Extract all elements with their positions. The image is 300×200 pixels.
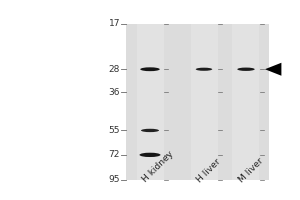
Text: 28: 28	[109, 65, 120, 74]
Ellipse shape	[237, 68, 255, 71]
Ellipse shape	[140, 153, 160, 157]
Ellipse shape	[140, 67, 160, 71]
FancyBboxPatch shape	[136, 24, 164, 180]
Text: H kidney: H kidney	[141, 149, 175, 184]
Text: 95: 95	[109, 176, 120, 184]
Ellipse shape	[141, 129, 159, 132]
Text: 36: 36	[109, 88, 120, 97]
Text: H liver: H liver	[195, 157, 222, 184]
Text: 17: 17	[109, 20, 120, 28]
FancyBboxPatch shape	[232, 24, 260, 180]
Text: M liver: M liver	[237, 156, 265, 184]
Text: 55: 55	[109, 126, 120, 135]
Ellipse shape	[196, 68, 212, 71]
Polygon shape	[265, 63, 281, 76]
FancyBboxPatch shape	[190, 24, 218, 180]
Text: 72: 72	[109, 150, 120, 159]
FancyBboxPatch shape	[126, 24, 268, 180]
